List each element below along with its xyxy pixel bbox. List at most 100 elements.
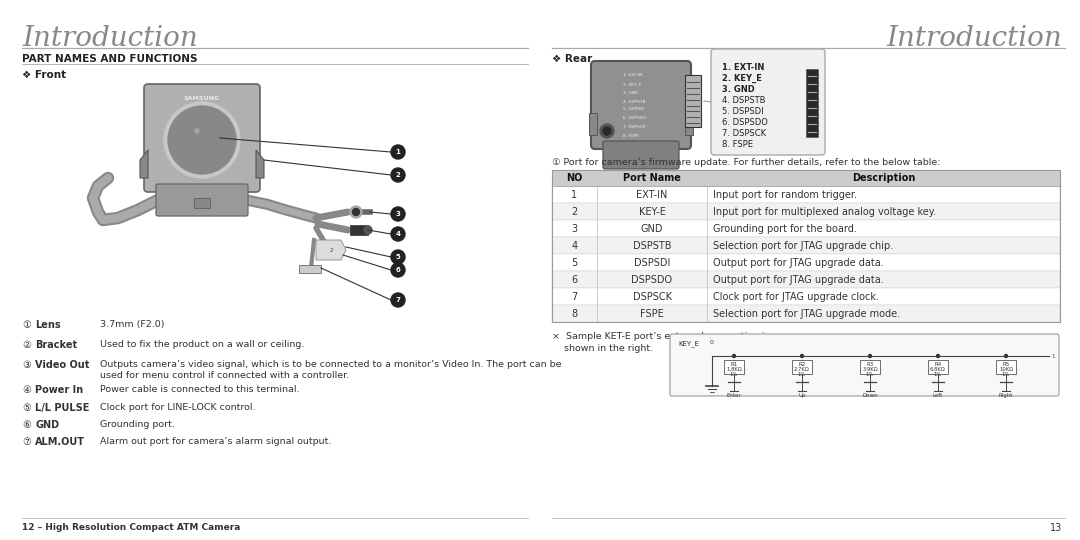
Text: Input port for random trigger.: Input port for random trigger. (713, 190, 858, 200)
Circle shape (352, 208, 360, 215)
Circle shape (391, 207, 405, 221)
Circle shape (603, 127, 611, 135)
Text: 5: 5 (571, 258, 578, 268)
Circle shape (391, 250, 405, 264)
Text: DSPSDO: DSPSDO (632, 275, 673, 285)
Text: Video Out: Video Out (35, 360, 90, 370)
Text: 6. DSPSDO: 6. DSPSDO (623, 116, 647, 120)
Text: ③: ③ (22, 360, 30, 370)
Text: 4. DSPSTB: 4. DSPSTB (623, 100, 646, 104)
Bar (552, 170, 1059, 186)
Circle shape (391, 227, 405, 241)
Text: Grounding port for the board.: Grounding port for the board. (713, 224, 856, 234)
Text: 6.8KΩ: 6.8KΩ (930, 367, 946, 372)
Text: Selection port for JTAG upgrade mode.: Selection port for JTAG upgrade mode. (713, 309, 900, 319)
Text: Output port for JTAG upgrade data.: Output port for JTAG upgrade data. (713, 258, 883, 268)
Text: Right: Right (999, 393, 1013, 398)
Text: Used to fix the product on a wall or ceiling.: Used to fix the product on a wall or cei… (100, 340, 305, 349)
Text: 2: 2 (571, 207, 578, 217)
Text: 4: 4 (571, 241, 578, 251)
Text: 6: 6 (571, 275, 578, 285)
FancyBboxPatch shape (603, 141, 679, 169)
Text: Description: Description (852, 173, 915, 183)
Text: 4: 4 (395, 231, 401, 237)
Text: 13: 13 (1050, 523, 1062, 533)
Text: Down: Down (862, 393, 878, 398)
Bar (552, 288, 1059, 305)
Text: Introduction: Introduction (887, 25, 1062, 52)
Text: 0: 0 (710, 340, 714, 345)
Text: 8: 8 (571, 309, 578, 319)
Bar (552, 271, 1059, 288)
Text: 7. DSPSCK: 7. DSPSCK (623, 125, 646, 129)
Bar (928, 360, 948, 374)
Circle shape (936, 354, 940, 357)
Text: Input port for multiplexed analog voltage key.: Input port for multiplexed analog voltag… (713, 207, 936, 217)
Text: 10KΩ: 10KΩ (999, 367, 1013, 372)
Circle shape (364, 226, 372, 234)
Text: GND: GND (35, 420, 59, 430)
Text: 5: 5 (395, 254, 401, 260)
Text: 8. FSPE: 8. FSPE (723, 140, 753, 149)
Text: 3. GND: 3. GND (723, 85, 755, 94)
Text: DSPSTB: DSPSTB (633, 241, 672, 251)
Text: Clock port for LINE-LOCK control.: Clock port for LINE-LOCK control. (100, 403, 256, 412)
Text: shown in the right.: shown in the right. (552, 344, 653, 353)
Polygon shape (316, 240, 346, 260)
Text: Clock port for JTAG upgrade clock.: Clock port for JTAG upgrade clock. (713, 292, 879, 302)
Text: Enter: Enter (727, 393, 741, 398)
Text: 5. DSPSDI: 5. DSPSDI (723, 107, 764, 116)
Bar (552, 305, 1059, 322)
Text: 2. KEY_E: 2. KEY_E (623, 82, 642, 86)
Bar (194, 198, 210, 208)
Text: 1%: 1% (1002, 372, 1010, 377)
Text: 6: 6 (395, 267, 401, 273)
Text: ALM.OUT: ALM.OUT (35, 437, 85, 447)
Polygon shape (256, 150, 264, 178)
Text: Power In: Power In (35, 385, 83, 395)
Text: DSPSDI: DSPSDI (634, 258, 671, 268)
Circle shape (350, 206, 362, 218)
Bar (552, 220, 1059, 237)
Text: ❖ Rear: ❖ Rear (552, 54, 592, 64)
FancyBboxPatch shape (591, 61, 691, 149)
Circle shape (168, 106, 237, 174)
Text: R1: R1 (730, 362, 738, 367)
Text: 5. DSPSDI: 5. DSPSDI (623, 107, 645, 111)
FancyBboxPatch shape (156, 184, 248, 216)
Text: 4. DSPSTB: 4. DSPSTB (723, 96, 766, 105)
Circle shape (391, 293, 405, 307)
Text: 1: 1 (1051, 354, 1054, 360)
Text: 7: 7 (571, 292, 578, 302)
Bar (724, 360, 744, 374)
Text: 6. DSPSDO: 6. DSPSDO (723, 118, 768, 127)
Text: 2. KEY_E: 2. KEY_E (723, 74, 761, 83)
Text: Port Name: Port Name (623, 173, 680, 183)
Text: R2: R2 (798, 362, 806, 367)
Bar (552, 186, 1059, 203)
Circle shape (199, 137, 205, 143)
Text: 3: 3 (571, 224, 578, 234)
Text: Bracket: Bracket (35, 340, 77, 350)
Text: 3.7mm (F2.0): 3.7mm (F2.0) (100, 320, 164, 329)
Text: Grounding port.: Grounding port. (100, 420, 175, 429)
Text: FSPE: FSPE (640, 309, 664, 319)
Text: ❖ Front: ❖ Front (22, 70, 66, 80)
Text: ×  Sample KET-E port’s external connection is: × Sample KET-E port’s external connectio… (552, 332, 770, 341)
Bar (299, 265, 321, 273)
Text: ②: ② (22, 340, 30, 350)
Text: Up: Up (798, 393, 806, 398)
Bar (685, 113, 693, 135)
Text: Output port for JTAG upgrade data.: Output port for JTAG upgrade data. (713, 275, 883, 285)
Bar (589, 113, 597, 135)
FancyBboxPatch shape (144, 84, 260, 192)
Text: Power cable is connected to this terminal.: Power cable is connected to this termina… (100, 385, 299, 394)
Circle shape (732, 354, 735, 357)
Text: 1%: 1% (934, 372, 942, 377)
Text: R5: R5 (1002, 362, 1010, 367)
Text: Introduction: Introduction (22, 25, 198, 52)
Bar (685, 75, 701, 127)
Circle shape (391, 145, 405, 159)
Text: PART NAMES AND FUNCTIONS: PART NAMES AND FUNCTIONS (22, 54, 198, 64)
Circle shape (868, 354, 872, 357)
